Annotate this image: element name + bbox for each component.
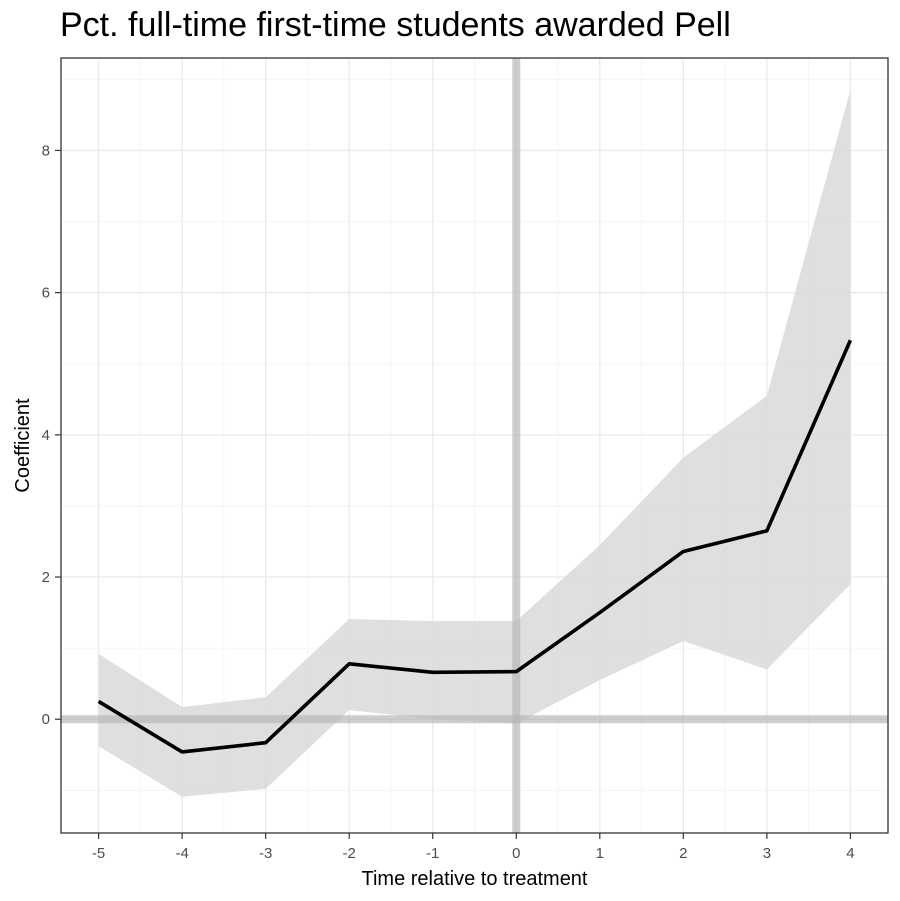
confidence-band	[98, 90, 851, 797]
y-tick-label: 0	[42, 711, 50, 728]
data-point	[97, 699, 101, 703]
y-tick-label: 2	[42, 569, 50, 586]
data-point	[264, 741, 268, 745]
x-tick-label: -3	[259, 845, 272, 862]
x-axis-ticks: -5 -4 -3 -2 -1 0 1 2 3 4	[92, 833, 855, 862]
y-tick-label: 4	[42, 427, 50, 444]
y-axis-title: Coefficient	[12, 398, 34, 493]
data-point	[681, 549, 685, 553]
plot-border	[60, 57, 889, 834]
data-point	[848, 338, 852, 342]
y-tick-label: 6	[42, 285, 50, 302]
x-tick-label: -5	[92, 845, 105, 862]
y-axis-ticks: 0 2 4 6 8	[42, 142, 61, 728]
y-tick-label: 8	[42, 142, 50, 159]
data-point	[431, 670, 435, 674]
data-point	[514, 670, 518, 674]
x-tick-label: 1	[596, 845, 604, 862]
data-point	[765, 529, 769, 533]
x-tick-label: -1	[426, 845, 439, 862]
x-tick-label: 3	[763, 845, 771, 862]
data-point	[180, 750, 184, 754]
data-point	[347, 662, 351, 666]
x-tick-label: -4	[175, 845, 188, 862]
x-tick-label: 2	[679, 845, 687, 862]
x-tick-label: 4	[846, 845, 854, 862]
chart-title: Pct. full-time first-time students award…	[60, 6, 731, 44]
x-tick-label: 0	[512, 845, 520, 862]
coefficient-line	[97, 339, 853, 754]
x-axis-title: Time relative to treatment	[361, 868, 587, 890]
data-point	[598, 611, 602, 615]
x-tick-label: -2	[343, 845, 356, 862]
